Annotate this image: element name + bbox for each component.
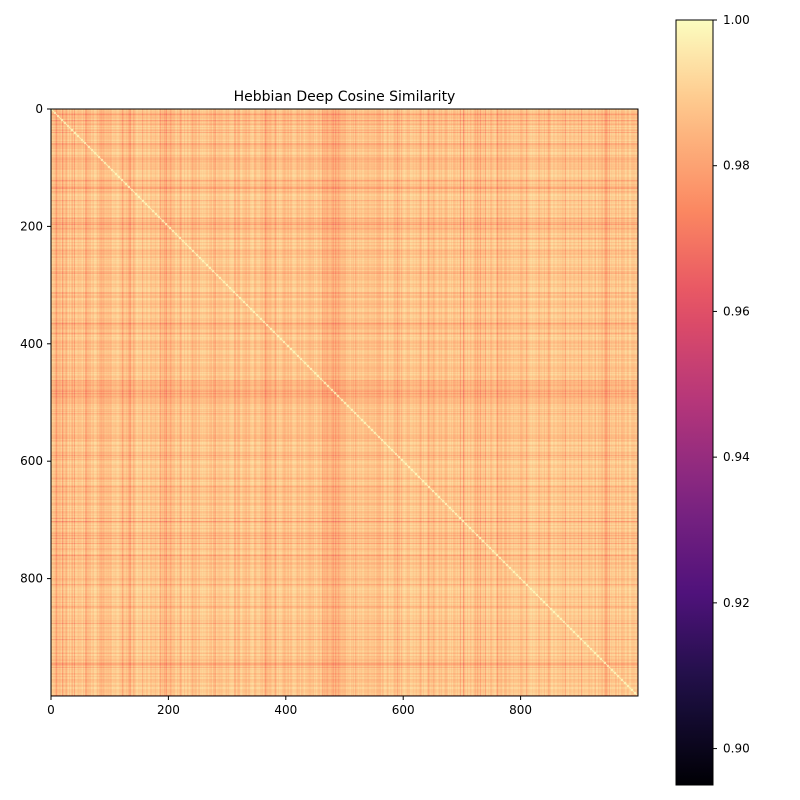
y-tick-label: 200 (20, 219, 43, 233)
colorbar-tick-label: 0.90 (723, 742, 750, 756)
x-tick-label: 200 (157, 703, 180, 717)
colorbar-gradient (675, 19, 714, 786)
plot-frame (50, 108, 639, 697)
heatmap-plot-area (50, 108, 639, 697)
colorbar-axis: 0.90 0.92 0.94 0.96 0.98 1.00 (713, 13, 750, 756)
colorbar-tick-label: 0.98 (723, 159, 750, 173)
y-axis: 0 200 400 600 800 (20, 102, 51, 586)
colorbar-tick-label: 0.92 (723, 596, 750, 610)
x-tick-label: 400 (274, 703, 297, 717)
colorbar-tick-label: 0.96 (723, 304, 750, 318)
y-tick-label: 0 (35, 102, 43, 116)
heatmap-image (51, 109, 638, 696)
colorbar-tick-label: 1.00 (723, 13, 750, 27)
x-tick-label: 600 (392, 703, 415, 717)
y-tick-label: 400 (20, 337, 43, 351)
chart-title: Hebbian Deep Cosine Similarity (234, 89, 456, 105)
colorbar: 0.90 0.92 0.94 0.96 0.98 1.00 (675, 13, 750, 786)
colorbar-tick-label: 0.94 (723, 450, 750, 464)
x-axis: 0 200 400 600 800 (47, 696, 532, 717)
x-tick-label: 800 (509, 703, 532, 717)
y-tick-label: 600 (20, 454, 43, 468)
x-tick-label: 0 (47, 703, 55, 717)
y-tick-label: 800 (20, 572, 43, 586)
